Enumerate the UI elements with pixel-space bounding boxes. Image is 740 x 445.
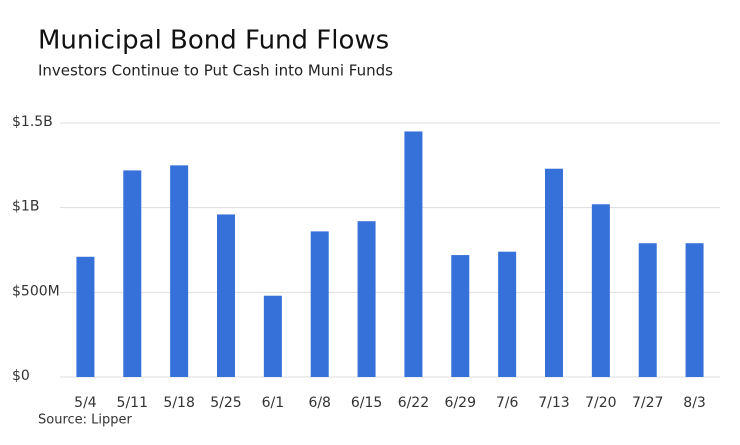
x-tick-label: 5/18 xyxy=(163,395,194,411)
bar xyxy=(170,165,189,377)
x-tick-label: 6/22 xyxy=(398,395,429,411)
x-tick-label: 7/6 xyxy=(496,395,519,411)
bar xyxy=(123,170,142,377)
bar xyxy=(591,204,610,377)
x-tick-label: 7/20 xyxy=(585,395,616,411)
x-tick-label: 6/29 xyxy=(445,395,476,411)
chart-title: Municipal Bond Fund Flows xyxy=(38,26,389,56)
x-tick-label: 6/1 xyxy=(262,395,285,411)
x-tick-label: 5/4 xyxy=(74,395,97,411)
x-tick-label: 6/8 xyxy=(308,395,331,411)
chart-subtitle: Investors Continue to Put Cash into Muni… xyxy=(38,62,393,80)
bar xyxy=(217,214,235,377)
bar xyxy=(76,256,95,377)
x-tick-label: 7/13 xyxy=(538,395,569,411)
x-tick-label: 5/25 xyxy=(210,395,241,411)
x-tick-label: 6/15 xyxy=(351,395,382,411)
bar xyxy=(498,251,517,377)
chart-source: Source: Lipper xyxy=(38,413,133,428)
y-tick-label: $500M xyxy=(12,283,60,299)
bar xyxy=(357,221,376,377)
y-tick-label: $1.5B xyxy=(12,114,53,130)
bar xyxy=(685,243,704,377)
y-tick-label: $1B xyxy=(12,199,39,215)
x-tick-label: 5/11 xyxy=(117,395,148,411)
bar xyxy=(263,295,282,377)
bar xyxy=(310,231,329,377)
bar xyxy=(451,255,470,377)
bar xyxy=(638,243,657,377)
bar xyxy=(545,168,563,377)
x-tick-label: 7/27 xyxy=(632,395,663,411)
x-tick-label: 8/3 xyxy=(683,395,706,411)
bar xyxy=(404,131,423,377)
y-tick-label: $0 xyxy=(12,368,30,384)
